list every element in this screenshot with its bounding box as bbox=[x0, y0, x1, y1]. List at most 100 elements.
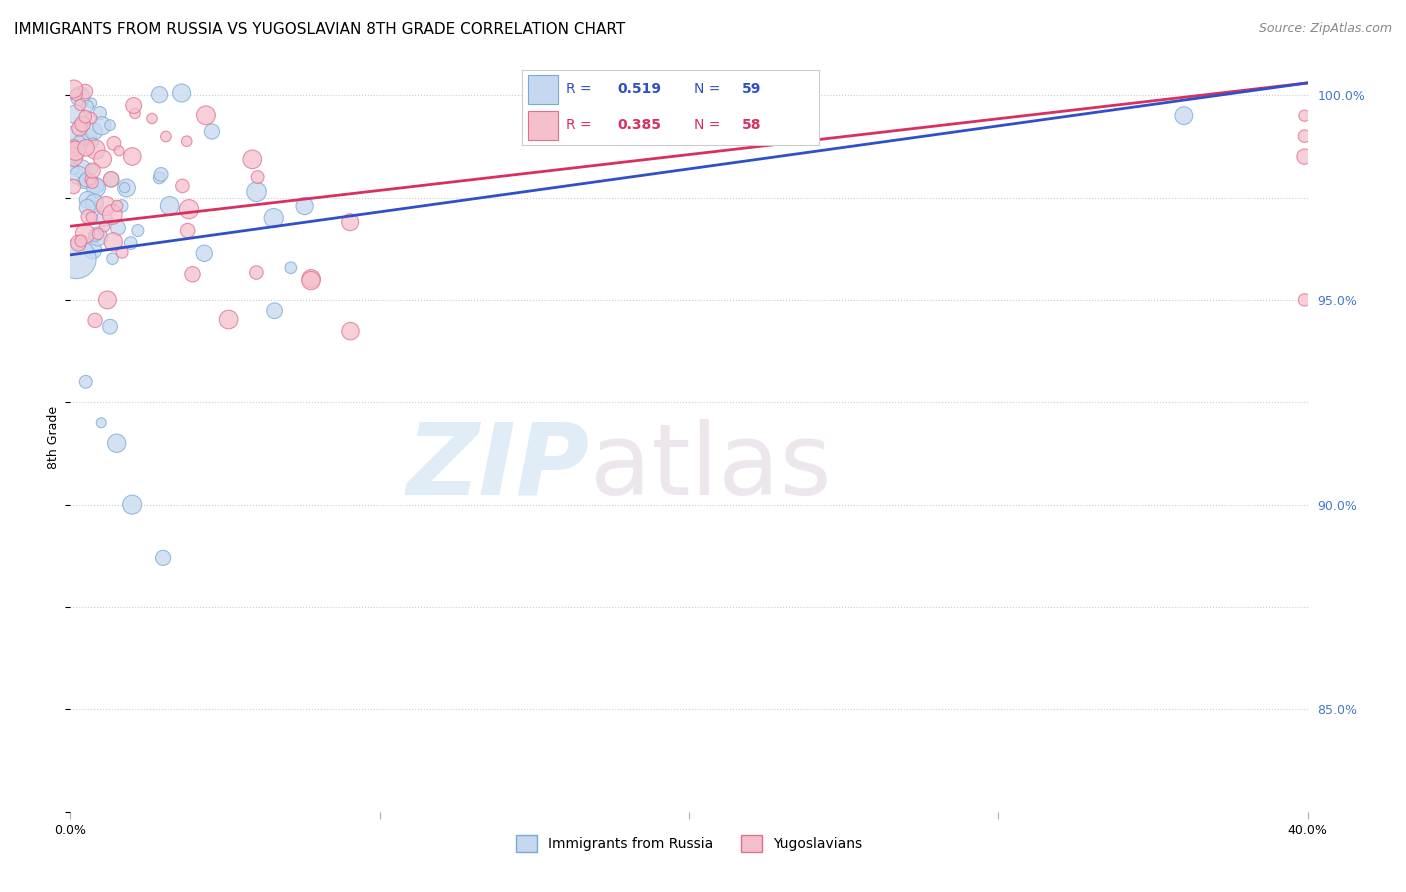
Point bbox=[87, 229, 110, 244]
Point bbox=[105, 199, 128, 213]
Point bbox=[62, 139, 84, 153]
Point bbox=[148, 170, 170, 185]
Point bbox=[103, 235, 125, 249]
Point bbox=[77, 130, 100, 145]
Point bbox=[80, 211, 103, 225]
Point bbox=[1173, 109, 1195, 123]
Point bbox=[65, 144, 87, 158]
Point bbox=[121, 149, 143, 163]
Point bbox=[124, 106, 146, 120]
Point bbox=[1294, 129, 1316, 144]
Point bbox=[75, 141, 97, 155]
Point bbox=[75, 110, 97, 124]
Point bbox=[93, 219, 115, 234]
Text: ZIP: ZIP bbox=[406, 418, 591, 516]
Y-axis label: 8th Grade: 8th Grade bbox=[46, 406, 60, 468]
Point bbox=[121, 498, 143, 512]
Point bbox=[90, 119, 112, 133]
Point bbox=[263, 211, 285, 225]
Point bbox=[67, 236, 90, 251]
Text: Source: ZipAtlas.com: Source: ZipAtlas.com bbox=[1258, 22, 1392, 36]
Point bbox=[98, 319, 121, 334]
Point bbox=[87, 227, 110, 241]
Point bbox=[82, 176, 104, 190]
Point bbox=[75, 85, 97, 99]
Point bbox=[62, 161, 84, 176]
Point bbox=[294, 199, 316, 213]
Point bbox=[1294, 150, 1316, 164]
Point bbox=[72, 132, 94, 146]
Point bbox=[79, 172, 101, 186]
Point bbox=[122, 98, 145, 112]
Point bbox=[127, 223, 149, 237]
Point bbox=[105, 436, 128, 450]
Legend: Immigrants from Russia, Yugoslavians: Immigrants from Russia, Yugoslavians bbox=[510, 830, 868, 857]
Text: IMMIGRANTS FROM RUSSIA VS YUGOSLAVIAN 8TH GRADE CORRELATION CHART: IMMIGRANTS FROM RUSSIA VS YUGOSLAVIAN 8T… bbox=[14, 22, 626, 37]
Point bbox=[1294, 109, 1316, 123]
Point bbox=[84, 313, 107, 327]
Point bbox=[108, 144, 131, 158]
Point bbox=[65, 87, 87, 102]
Point bbox=[83, 196, 105, 211]
Point bbox=[87, 179, 110, 194]
Point bbox=[107, 221, 129, 235]
Point bbox=[91, 152, 114, 166]
Point bbox=[100, 172, 122, 186]
Point bbox=[70, 234, 93, 248]
Point bbox=[280, 260, 302, 275]
Point bbox=[69, 98, 91, 112]
Point bbox=[245, 185, 267, 199]
Point bbox=[70, 162, 93, 177]
Point bbox=[339, 215, 361, 229]
Point bbox=[299, 272, 322, 286]
Point bbox=[218, 312, 240, 326]
Point bbox=[84, 178, 107, 193]
Point bbox=[65, 252, 87, 266]
Point bbox=[65, 107, 87, 121]
Point bbox=[89, 106, 111, 120]
Point bbox=[83, 124, 105, 138]
Point bbox=[84, 143, 107, 157]
Point bbox=[90, 416, 112, 430]
Point bbox=[101, 207, 124, 221]
Point bbox=[114, 180, 136, 194]
Point bbox=[93, 211, 115, 226]
Point bbox=[73, 227, 96, 241]
Point bbox=[172, 178, 194, 193]
Point bbox=[299, 274, 322, 288]
Point bbox=[82, 162, 104, 177]
Point bbox=[240, 153, 263, 167]
Point bbox=[96, 293, 118, 307]
Point bbox=[67, 135, 90, 149]
Point bbox=[72, 117, 94, 131]
Point bbox=[176, 134, 198, 148]
Point bbox=[111, 199, 134, 213]
Point bbox=[75, 173, 97, 187]
Point bbox=[152, 550, 174, 565]
Point bbox=[82, 243, 104, 257]
Point bbox=[177, 202, 200, 217]
Point bbox=[100, 172, 122, 186]
Point bbox=[101, 252, 124, 266]
Point bbox=[76, 193, 98, 207]
Point bbox=[159, 199, 181, 213]
Point bbox=[111, 245, 134, 260]
Point bbox=[62, 150, 84, 164]
Point bbox=[98, 118, 121, 132]
Point bbox=[181, 267, 204, 281]
Point bbox=[246, 170, 269, 185]
Point bbox=[62, 179, 84, 194]
Point bbox=[69, 121, 91, 136]
Point bbox=[82, 136, 104, 150]
Point bbox=[84, 180, 107, 194]
Point bbox=[62, 128, 84, 143]
Point bbox=[67, 169, 90, 183]
Point bbox=[176, 224, 198, 238]
Point bbox=[193, 246, 215, 260]
Point bbox=[194, 108, 217, 122]
Point bbox=[155, 129, 177, 144]
Point bbox=[339, 324, 361, 338]
Point bbox=[62, 143, 84, 157]
Point bbox=[148, 87, 170, 102]
Point bbox=[201, 124, 224, 138]
